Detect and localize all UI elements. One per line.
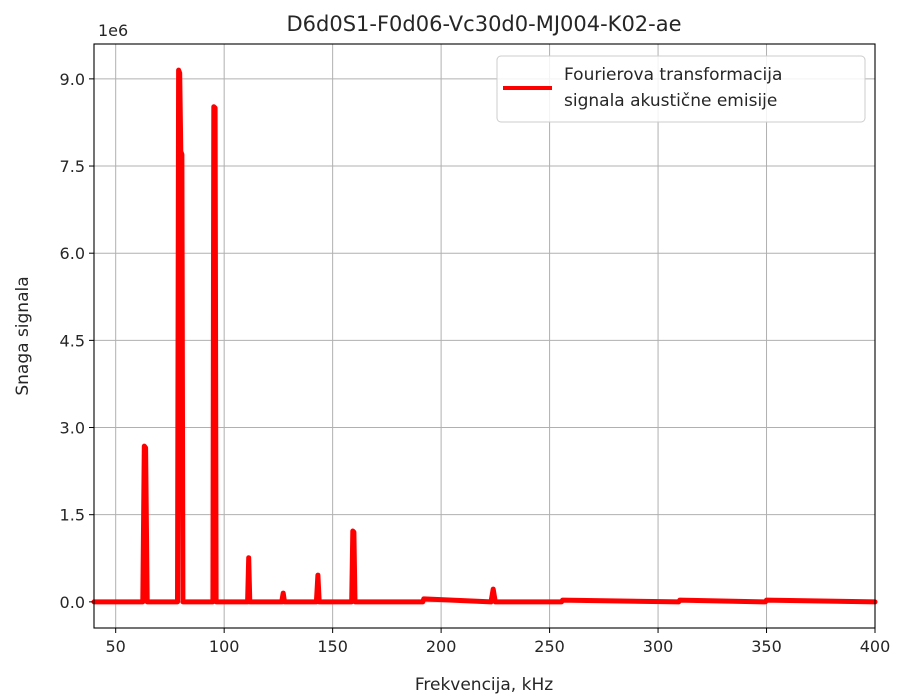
- x-tick-label: 250: [534, 637, 565, 656]
- x-tick-label: 200: [426, 637, 457, 656]
- series-layer: [91, 67, 878, 605]
- x-tick-label: 150: [317, 637, 348, 656]
- x-axis-ticks: 50 100 150 200 250 300 350 400: [106, 628, 891, 656]
- x-tick-label: 100: [209, 637, 240, 656]
- legend-box: [496, 55, 866, 123]
- x-axis-label: Frekvencija, kHz: [415, 675, 553, 695]
- legend-label-line-1: Fourierova transformacija: [564, 65, 782, 85]
- y-tick-label: 9.0: [60, 70, 85, 89]
- y-offset-label: 1e6: [98, 21, 128, 40]
- x-tick-label: 300: [643, 637, 674, 656]
- plot-frame: [93, 43, 876, 629]
- chart-title: D6d0S1-F0d06-Vc30d0-MJ004-K02-ae: [286, 12, 681, 36]
- y-tick-label: 3.0: [60, 419, 85, 438]
- y-tick-label: 4.5: [60, 331, 85, 350]
- x-tick-label: 50: [106, 637, 126, 656]
- y-axis-ticks: 0.0 1.5 3.0 4.5 6.0 7.5 9.0: [60, 70, 94, 612]
- y-tick-label: 1.5: [60, 506, 85, 525]
- series-line: [91, 67, 878, 605]
- y-tick-label: 7.5: [60, 157, 85, 176]
- x-tick-label: 400: [860, 637, 891, 656]
- y-tick-label: 0.0: [60, 593, 85, 612]
- y-axis-label: Snaga signala: [13, 276, 33, 395]
- x-tick-label: 350: [751, 637, 782, 656]
- legend: Fourierova transformacija signala akusti…: [496, 55, 866, 123]
- y-tick-label: 6.0: [60, 244, 85, 263]
- legend-label-line-2: signala akustične emisije: [564, 91, 777, 111]
